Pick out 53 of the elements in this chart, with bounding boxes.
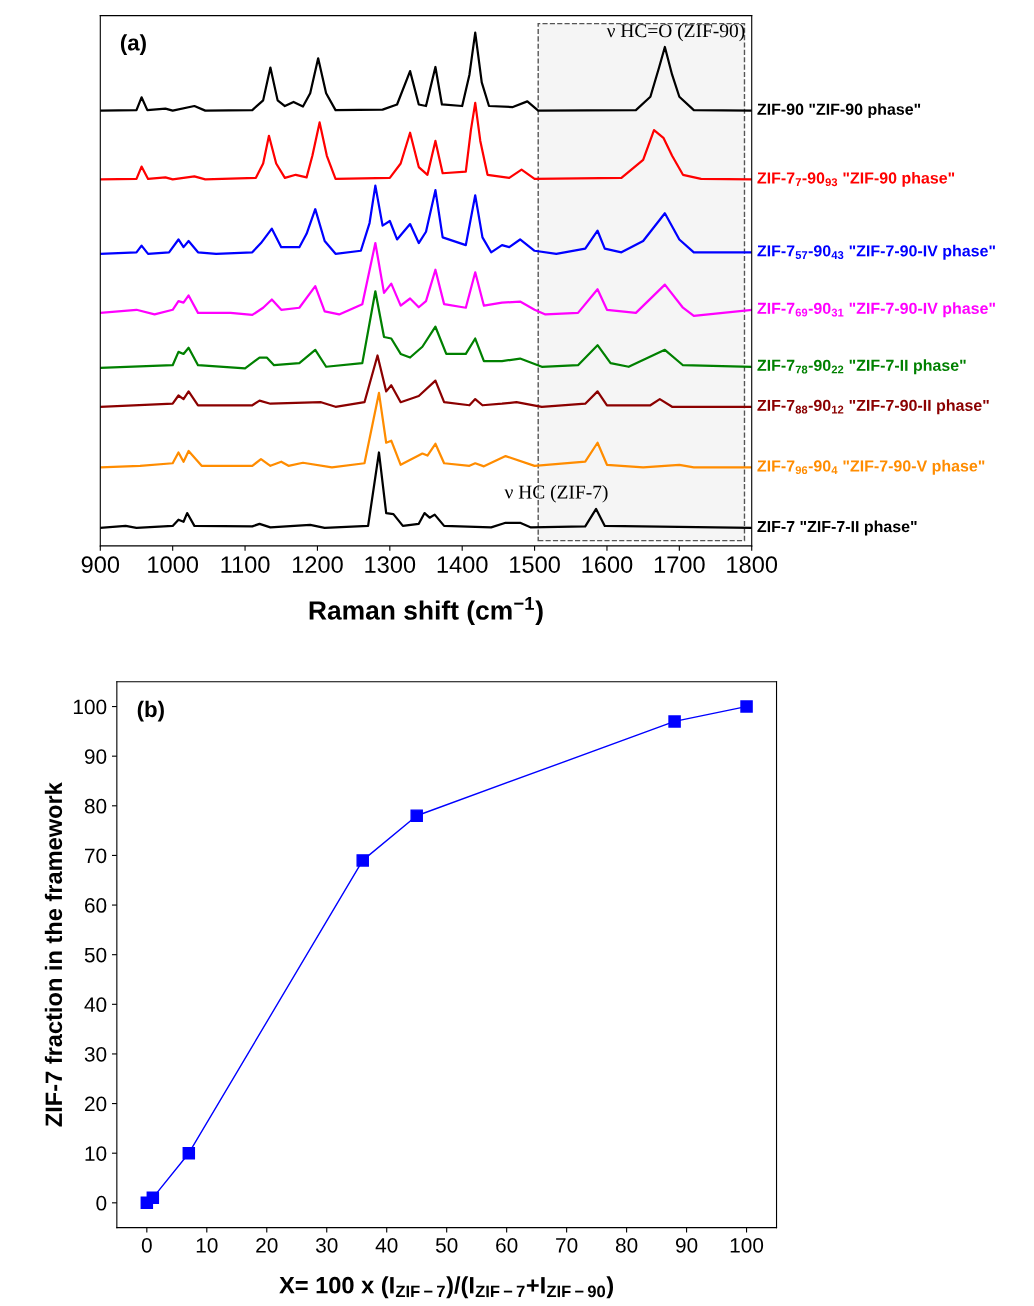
- point: [356, 854, 369, 867]
- y-tick-label: 20: [85, 1096, 107, 1112]
- x-tick-label: 80: [615, 1237, 638, 1253]
- series-label: ZIF-7$_{88}$-90$_{12}$ "ZIF-7-90-II phase": [757, 399, 989, 415]
- y-tick-label: 100: [73, 699, 107, 715]
- x-tick-label: 1100: [221, 556, 270, 573]
- x-tick-label: 1700: [654, 556, 705, 573]
- series-label: ZIF-90 "ZIF-90 phase": [757, 103, 921, 119]
- x-tick-label: 1500: [510, 556, 560, 573]
- x-tick-label: 100: [730, 1237, 764, 1253]
- y-tick-label: 10: [85, 1146, 107, 1161]
- series-label: ZIF-7$_{78}$-90$_{22}$ "ZIF-7-II phase": [757, 359, 966, 375]
- x-tick-label: 1300: [365, 556, 416, 573]
- series-label: ZIF-7 "ZIF-7-II phase": [757, 520, 917, 536]
- point: [668, 715, 681, 728]
- x-tick-label: 50: [435, 1237, 458, 1253]
- y-tick-label: 80: [84, 798, 107, 814]
- x-tick-label: 70: [556, 1237, 578, 1253]
- y-tick-label: 0: [96, 1195, 107, 1211]
- x-tick-label: 1800: [727, 556, 778, 573]
- x-tick-label: 900: [81, 556, 120, 573]
- annotation: (b): [137, 700, 164, 722]
- x-tick-label: 10: [196, 1237, 218, 1253]
- y-tick-label: 30: [84, 1046, 107, 1062]
- x-tick-label: 1200: [292, 556, 343, 573]
- x-tick-label: 0: [141, 1237, 152, 1253]
- point: [740, 700, 753, 713]
- x-tick-label: 60: [496, 1237, 518, 1253]
- y-tick-label: 60: [85, 898, 107, 913]
- annotation: ν HC=O (ZIF-90): [606, 23, 745, 42]
- x-axis-title: X= 100 x (I$_{ZIF−7}$)/(I$_{ZIF−7}$+I$_{ZIF−90}$): [279, 1276, 614, 1299]
- annotation: (a): [120, 34, 146, 55]
- y-tick-label: 90: [84, 749, 107, 764]
- y-tick-label: 40: [84, 997, 107, 1013]
- series-label: ZIF-7$_{69}$-90$_{31}$ "ZIF-7-90-IV phase": [757, 302, 995, 318]
- annotation: ν HC (ZIF-7): [504, 484, 608, 503]
- point: [146, 1191, 160, 1205]
- series-label: ZIF-7$_{57}$-90$_{43}$ "ZIF-7-90-IV phase": [757, 244, 995, 260]
- x-tick-label: 1600: [582, 556, 633, 573]
- x-tick-label: 30: [315, 1237, 338, 1253]
- x-tick-label: 1000: [148, 556, 199, 573]
- series-label: ZIF-7$_{96}$-90$_{4}$ "ZIF-7-90-V phase": [757, 459, 985, 475]
- y-tick-label: 70: [85, 848, 107, 864]
- series-label: ZIF-7$_{7}$-90$_{93}$ "ZIF-90 phase": [757, 171, 955, 187]
- point: [410, 809, 423, 822]
- y-tick-label: 50: [84, 947, 107, 963]
- point: [182, 1146, 196, 1160]
- x-tick-label: 20: [256, 1237, 278, 1253]
- x-tick-label: 1400: [437, 556, 488, 573]
- x-tick-label: 40: [375, 1237, 398, 1253]
- x-tick-label: 90: [675, 1237, 698, 1253]
- x-axis-title: Raman shift (cm$^{−1}$): [309, 597, 543, 626]
- y-axis-title: ZIF-7 fraction in the framework: [44, 782, 63, 1127]
